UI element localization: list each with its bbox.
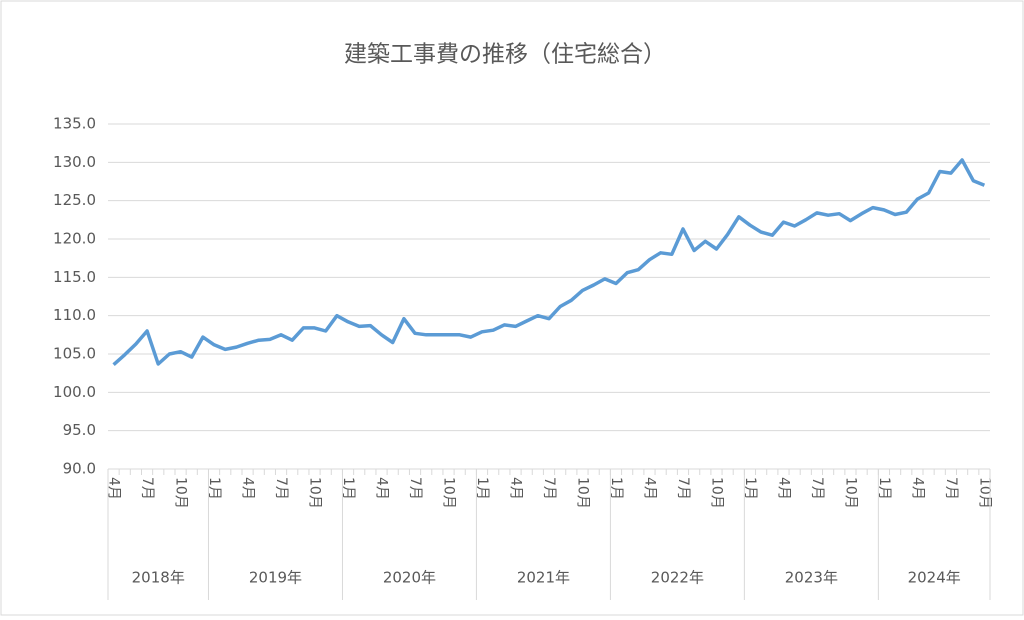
x-tick-label: 10月: [842, 477, 858, 509]
x-tick-label: 1月: [474, 477, 490, 500]
x-tick-label: 4月: [508, 477, 524, 500]
y-tick-label: 95.0: [63, 421, 96, 439]
x-tick-label: 10月: [307, 477, 323, 509]
group-label: 2020年: [383, 569, 436, 587]
x-tick-label: 10月: [976, 477, 992, 509]
x-tick-label: 1月: [340, 477, 356, 500]
x-tick-label: 7月: [809, 477, 825, 500]
x-tick-label: 1月: [608, 477, 624, 500]
y-tick-label: 130.0: [53, 153, 96, 171]
x-tick-label: 1月: [206, 477, 222, 500]
group-label: 2023年: [785, 569, 838, 587]
x-tick-label: 1月: [876, 477, 892, 500]
group-label: 2024年: [908, 569, 961, 587]
x-tick-label: 7月: [407, 477, 423, 500]
data-line: [112, 158, 986, 367]
x-tick-label: 7月: [273, 477, 289, 500]
y-tick-label: 90.0: [63, 460, 96, 478]
x-tick-label: 10月: [708, 477, 724, 509]
group-label: 2019年: [249, 569, 302, 587]
x-tick-label: 7月: [139, 477, 155, 500]
y-tick-label: 135.0: [53, 115, 96, 133]
y-tick-label: 105.0: [53, 345, 96, 363]
x-tick-label: 4月: [775, 477, 791, 500]
x-tick-label: 10月: [574, 477, 590, 509]
x-tick-label: 4月: [106, 477, 122, 500]
x-tick-label: 4月: [240, 477, 256, 500]
chart-title: 建築工事費の推移（住宅総合）: [344, 42, 666, 68]
x-tick-label: 4月: [909, 477, 925, 500]
x-tick-label: 10月: [441, 477, 457, 509]
y-tick-label: 100.0: [53, 383, 96, 401]
x-tick-label: 4月: [374, 477, 390, 500]
y-tick-label: 125.0: [53, 191, 96, 209]
group-label: 2022年: [651, 569, 704, 587]
group-label: 2021年: [517, 569, 570, 587]
x-tick-label: 7月: [675, 477, 691, 500]
x-tick-label: 7月: [943, 477, 959, 500]
group-label: 2018年: [132, 569, 185, 587]
x-tick-label: 1月: [742, 477, 758, 500]
y-tick-label: 110.0: [53, 306, 96, 324]
y-tick-label: 115.0: [53, 268, 96, 286]
x-tick-label: 10月: [173, 477, 189, 509]
x-tick-label: 7月: [541, 477, 557, 500]
y-tick-label: 120.0: [53, 230, 96, 248]
x-tick-label: 4月: [641, 477, 657, 500]
